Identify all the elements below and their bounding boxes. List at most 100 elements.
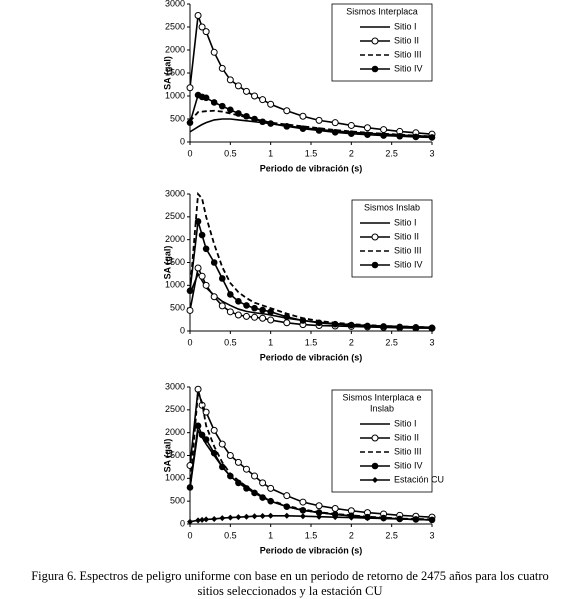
- marker: [396, 515, 403, 522]
- marker: [235, 514, 242, 521]
- marker: [243, 485, 250, 492]
- marker: [315, 127, 323, 134]
- y-tick-label: 500: [170, 496, 185, 506]
- marker: [283, 512, 290, 519]
- x-tick-label: 2: [349, 148, 354, 158]
- marker: [210, 426, 218, 434]
- marker: [348, 130, 355, 138]
- y-tick-label: 2000: [165, 44, 185, 54]
- caption: Figura 6. Espectros de peligro uniforme …: [31, 569, 549, 583]
- x-tick-label: 3: [429, 530, 434, 540]
- marker: [380, 132, 387, 139]
- x-tick-label: 1: [268, 337, 273, 347]
- x-tick-label: 0: [187, 148, 192, 158]
- marker: [198, 231, 206, 239]
- y-tick-label: 3000: [165, 381, 185, 391]
- y-tick-label: 2000: [165, 427, 185, 437]
- legend-label: Sitio III: [394, 245, 422, 255]
- marker: [267, 120, 274, 127]
- marker: [283, 492, 291, 500]
- x-tick-label: 2.5: [385, 337, 398, 347]
- marker: [428, 134, 436, 141]
- legend-label: Sitio II: [394, 231, 419, 241]
- x-axis-label: Periodo de vibración (s): [260, 352, 363, 362]
- series-line: [189, 15, 433, 135]
- marker: [299, 112, 307, 120]
- x-tick-label: 0: [187, 337, 192, 347]
- marker: [283, 503, 291, 510]
- marker: [331, 119, 339, 127]
- marker: [283, 123, 291, 130]
- x-tick-label: 1: [268, 148, 273, 158]
- marker: [299, 507, 307, 514]
- marker: [226, 308, 234, 316]
- marker: [227, 106, 234, 114]
- marker: [364, 131, 371, 138]
- legend-label: Sitio I: [394, 418, 417, 428]
- marker: [315, 319, 323, 327]
- marker: [235, 110, 242, 117]
- x-tick-label: 2: [349, 530, 354, 540]
- legend-title: Inslab: [370, 403, 394, 413]
- marker: [428, 324, 436, 332]
- y-tick-label: 2500: [165, 211, 185, 221]
- marker: [299, 125, 307, 132]
- marker: [194, 264, 202, 272]
- marker: [202, 436, 210, 443]
- marker: [210, 259, 218, 266]
- marker: [227, 291, 234, 298]
- marker: [186, 84, 194, 92]
- marker: [242, 87, 250, 95]
- legend-title: Sismos Inslab: [364, 202, 420, 212]
- marker: [348, 514, 355, 521]
- marker: [259, 494, 266, 501]
- y-tick-label: 1500: [165, 450, 185, 460]
- marker: [315, 502, 323, 510]
- y-tick-label: 1000: [165, 90, 185, 100]
- marker: [251, 472, 259, 480]
- marker: [251, 513, 258, 520]
- marker: [242, 312, 250, 320]
- marker: [202, 94, 210, 102]
- marker: [332, 514, 339, 521]
- marker: [251, 489, 258, 497]
- legend-label: Sitio I: [394, 21, 417, 31]
- caption: sitios seleccionados y la estación CU: [197, 584, 382, 598]
- marker: [316, 513, 323, 520]
- marker: [218, 463, 226, 471]
- marker: [259, 96, 267, 104]
- marker: [198, 23, 206, 31]
- legend-label: Sitio I: [394, 217, 417, 227]
- marker: [251, 304, 258, 312]
- x-tick-label: 2.5: [385, 530, 398, 540]
- x-tick-label: 0.5: [224, 530, 237, 540]
- marker: [199, 516, 206, 523]
- marker: [380, 126, 388, 134]
- marker: [371, 261, 379, 269]
- y-tick-label: 1500: [165, 67, 185, 77]
- marker: [267, 100, 275, 108]
- marker: [210, 48, 218, 56]
- legend-label: Sitio III: [394, 49, 422, 59]
- marker: [235, 298, 242, 305]
- marker: [380, 515, 387, 522]
- marker: [235, 479, 242, 487]
- x-tick-label: 2.5: [385, 148, 398, 158]
- x-tick-label: 1.5: [305, 148, 318, 158]
- y-tick-label: 0: [180, 518, 185, 528]
- marker: [210, 293, 218, 301]
- series-line: [189, 109, 433, 138]
- y-axis-label: SA (gal): [162, 56, 172, 90]
- marker: [267, 484, 275, 492]
- legend-label: Sitio IV: [394, 460, 423, 470]
- marker: [364, 322, 371, 330]
- marker: [299, 317, 307, 324]
- marker: [194, 422, 202, 430]
- legend-box: [331, 389, 433, 493]
- marker: [210, 99, 218, 106]
- marker: [371, 233, 379, 241]
- marker: [226, 452, 234, 459]
- y-tick-label: 500: [170, 113, 185, 123]
- marker: [315, 509, 323, 516]
